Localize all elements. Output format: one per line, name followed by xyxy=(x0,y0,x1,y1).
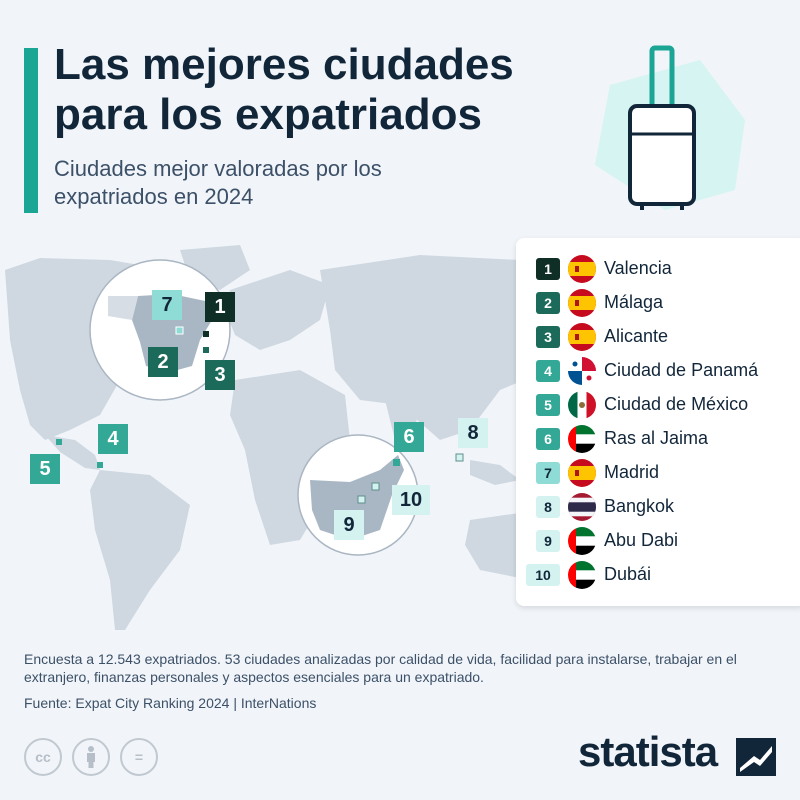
legend-city: Abu Dabi xyxy=(604,530,679,550)
legend-rank: 10 xyxy=(526,564,560,586)
map-marker-9: 9 xyxy=(334,510,364,540)
legend-rank: 8 xyxy=(536,496,560,518)
legend-city: Ciudad de Panamá xyxy=(604,360,759,380)
spain-flag-icon xyxy=(568,289,596,317)
page-subtitle: Ciudades mejor valoradas por los expatri… xyxy=(54,156,382,209)
accent-bar xyxy=(24,48,38,213)
legend-rank: 2 xyxy=(536,292,560,314)
legend-rank: 3 xyxy=(536,326,560,348)
legend-city: Alicante xyxy=(604,326,669,346)
legend-item: 1 Valencia xyxy=(516,251,800,285)
spain-flag-icon xyxy=(568,255,596,283)
legend-item: 4 Ciudad de Panamá xyxy=(516,353,800,387)
legend-item: 7 Madrid xyxy=(516,455,800,489)
uae-flag-icon xyxy=(568,527,596,555)
legend-city: Bangkok xyxy=(604,496,675,516)
suitcase-icon xyxy=(595,45,745,210)
cc-icon[interactable]: cc xyxy=(24,738,62,776)
legend-item: 6 Ras al Jaima xyxy=(516,421,800,455)
legend-item: 8 Bangkok xyxy=(516,489,800,523)
legend-item: 10 Dubái xyxy=(516,557,800,591)
legend-city: Málaga xyxy=(604,292,664,312)
statista-logo: statista xyxy=(578,728,718,775)
map-marker-6: 6 xyxy=(394,422,424,452)
spain-flag-icon xyxy=(568,459,596,487)
map-marker-1: 1 xyxy=(205,292,235,322)
statista-mark-icon xyxy=(736,738,776,776)
page-title: Las mejores ciudades para los expatriado… xyxy=(54,40,514,139)
legend-city: Ras al Jaima xyxy=(604,428,709,448)
uae-flag-icon xyxy=(568,425,596,453)
source-text: Fuente: Expat City Ranking 2024 | InterN… xyxy=(24,695,317,711)
legend-item: 2 Málaga xyxy=(516,285,800,319)
legend-rank: 7 xyxy=(536,462,560,484)
attribution-icon[interactable] xyxy=(72,738,110,776)
map-marker-7: 7 xyxy=(152,290,182,320)
spain-flag-icon xyxy=(568,323,596,351)
uae-flag-icon xyxy=(568,561,596,589)
mexico-flag-icon xyxy=(568,391,596,419)
survey-note: Encuesta a 12.543 expatriados. 53 ciudad… xyxy=(24,651,737,685)
legend-rank: 9 xyxy=(536,530,560,552)
legend-rank: 1 xyxy=(536,258,560,280)
map-marker-10: 10 xyxy=(392,485,430,515)
thailand-flag-icon xyxy=(568,493,596,521)
map-marker-8: 8 xyxy=(458,418,488,448)
legend-city: Madrid xyxy=(604,462,660,482)
legend-city: Dubái xyxy=(604,564,652,584)
map-marker-3: 3 xyxy=(205,360,235,390)
legend-city: Ciudad de México xyxy=(604,394,749,414)
legend-city: Valencia xyxy=(604,258,672,278)
panama-flag-icon xyxy=(568,357,596,385)
map-marker-5: 5 xyxy=(30,454,60,484)
uae-inset xyxy=(297,434,419,556)
legend-item: 5 Ciudad de México xyxy=(516,387,800,421)
legend-rank: 5 xyxy=(536,394,560,416)
legend-item: 9 Abu Dabi xyxy=(516,523,800,557)
no-derivatives-icon[interactable]: = xyxy=(120,738,158,776)
ranking-legend: 1 Valencia 2 Málaga 3 Alicante 4 Ciudad … xyxy=(516,238,800,606)
map-marker-4: 4 xyxy=(98,424,128,454)
legend-rank: 6 xyxy=(536,428,560,450)
map-marker-2: 2 xyxy=(148,347,178,377)
legend-rank: 4 xyxy=(536,360,560,382)
legend-item: 3 Alicante xyxy=(516,319,800,353)
